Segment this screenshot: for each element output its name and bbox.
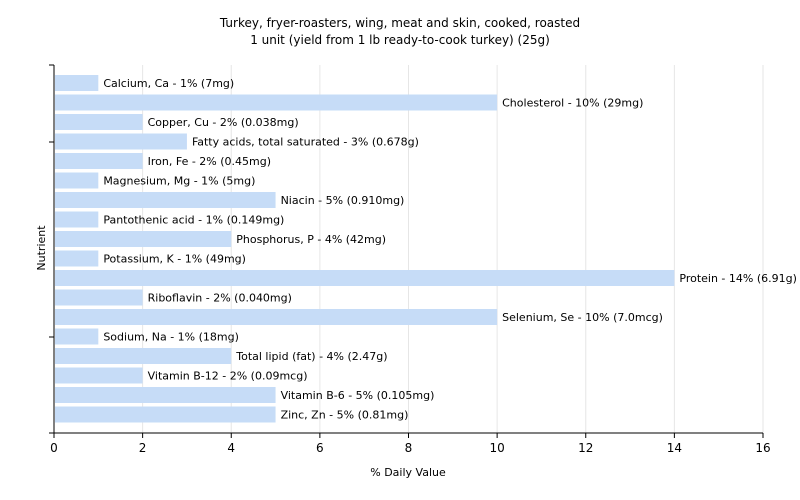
x-tick-label: 4 <box>227 441 235 455</box>
bar-label: Pantothenic acid - 1% (0.149mg) <box>103 214 284 227</box>
x-tick-label: 14 <box>667 441 682 455</box>
bar-label: Selenium, Se - 10% (7.0mcg) <box>502 311 663 324</box>
x-tick-label: 12 <box>578 441 593 455</box>
x-tick-label: 0 <box>50 441 58 455</box>
bar-label: Potassium, K - 1% (49mg) <box>103 253 246 266</box>
bar-label: Riboflavin - 2% (0.040mg) <box>148 292 292 305</box>
bar-label: Sodium, Na - 1% (18mg) <box>103 331 239 344</box>
bar <box>55 133 187 150</box>
bar-label: Iron, Fe - 2% (0.45mg) <box>148 155 271 168</box>
bar <box>55 231 232 247</box>
chart-subtitle: 1 unit (yield from 1 lb ready-to-cook tu… <box>250 33 550 47</box>
bar <box>55 406 276 423</box>
x-tick-label: 10 <box>489 441 504 455</box>
bar-label: Niacin - 5% (0.910mg) <box>281 194 405 207</box>
bar <box>55 328 99 345</box>
bar <box>55 75 99 91</box>
bar <box>55 270 675 286</box>
x-tick-label: 6 <box>316 441 324 455</box>
bar <box>55 387 276 403</box>
bar <box>55 192 276 208</box>
axes: 0 2 4 6 8 10 12 14 16 <box>49 64 771 455</box>
bar-label: Total lipid (fat) - 4% (2.47g) <box>235 350 387 363</box>
chart-title: Turkey, fryer-roasters, wing, meat and s… <box>219 16 580 30</box>
bar-label: Protein - 14% (6.91g) <box>679 272 797 285</box>
bar-label: Cholesterol - 10% (29mg) <box>502 97 643 110</box>
bar <box>55 348 232 364</box>
x-tick-label: 16 <box>755 441 770 455</box>
bar <box>55 211 99 228</box>
bar-label: Phosphorus, P - 4% (42mg) <box>236 233 386 246</box>
bar <box>55 367 143 384</box>
bar <box>55 153 143 169</box>
bar-label: Vitamin B-12 - 2% (0.09mcg) <box>148 370 308 383</box>
bar <box>55 94 498 111</box>
bar <box>55 289 143 306</box>
bar-label: Zinc, Zn - 5% (0.81mg) <box>281 409 409 422</box>
x-tick-label: 8 <box>405 441 413 455</box>
bar-label: Fatty acids, total saturated - 3% (0.678… <box>192 136 419 149</box>
bar <box>55 250 99 267</box>
grid-lines <box>142 65 764 433</box>
bar <box>55 114 143 130</box>
bar-label: Copper, Cu - 2% (0.038mg) <box>148 116 299 129</box>
y-axis-title: Nutrient <box>35 225 48 271</box>
bar <box>55 172 99 189</box>
x-axis-title: % Daily Value <box>370 466 446 479</box>
bar-label: Magnesium, Mg - 1% (5mg) <box>103 175 255 188</box>
x-tick-label: 2 <box>139 441 147 455</box>
bar-label: Calcium, Ca - 1% (7mg) <box>103 77 234 90</box>
bar <box>55 309 498 325</box>
bar-label: Vitamin B-6 - 5% (0.105mg) <box>281 389 435 402</box>
bars: Calcium, Ca - 1% (7mg) Cholesterol - 10% … <box>55 75 797 423</box>
